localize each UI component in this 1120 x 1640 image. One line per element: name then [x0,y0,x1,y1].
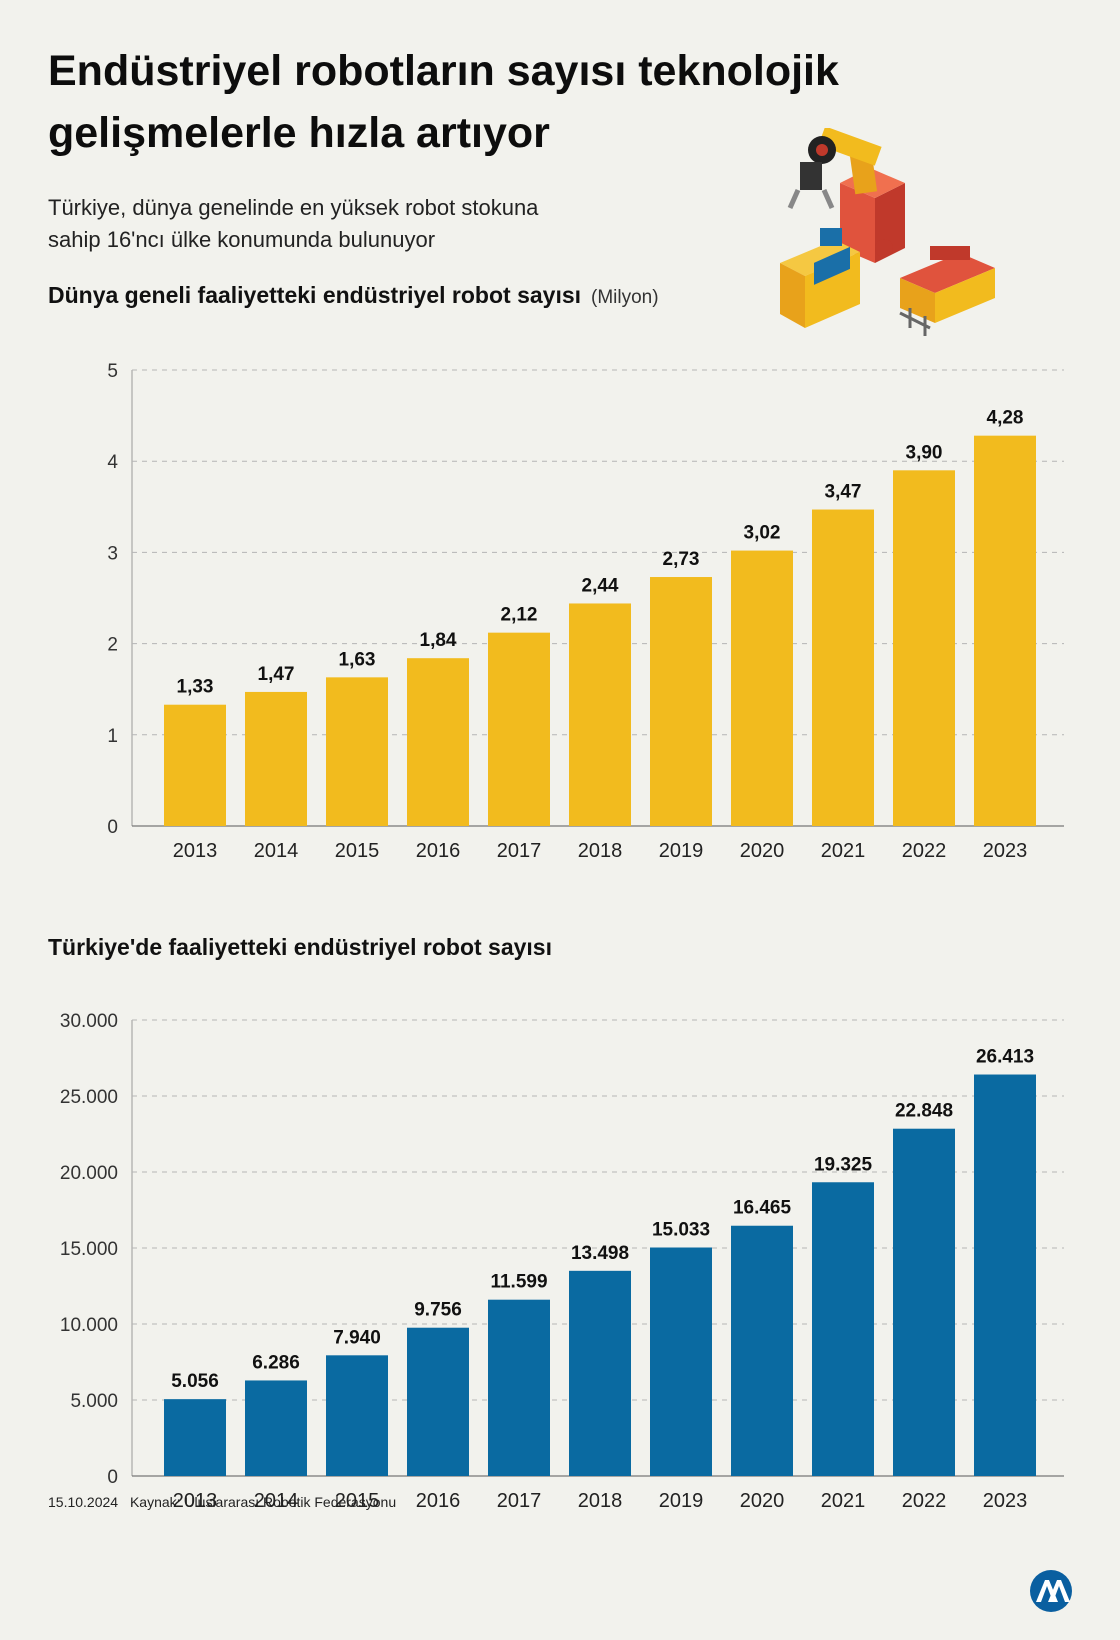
world-x-tick-label: 2019 [659,840,704,862]
world-value-label: 2,12 [501,605,538,626]
world-y-tick-label: 3 [107,543,118,564]
world-robot-bar-chart: 0 1 2 3 4 5 1,33 2013 1,47 2014 1,63 2015 1,84 2016 2,… [107,361,1064,862]
turkey-x-tick-label: 2014 [254,1490,299,1512]
turkey-x-tick-label: 2023 [983,1490,1028,1512]
world-value-label: 3,02 [744,523,781,544]
turkey-value-label: 9.756 [414,1300,462,1321]
world-y-tick-label: 2 [107,635,118,656]
subtitle-line-2: sahip 16'ncı ülke konumunda bulunuyor [48,227,436,252]
turkey-value-label: 19.325 [814,1154,873,1175]
turkey-x-tick-label: 2022 [902,1490,947,1512]
turkey-x-tick-label: 2021 [821,1490,866,1512]
world-bar [164,704,226,826]
turkey-y-tick-label: 15.000 [60,1239,118,1260]
page-subtitle: Türkiye, dünya genelinde en yüksek robot… [48,192,708,256]
turkey-y-tick-label: 5.000 [70,1391,118,1412]
turkey-chart-heading: Türkiye'de faaliyetteki endüstriyel robo… [48,934,552,961]
turkey-bar [326,1355,388,1476]
world-x-tick-label: 2014 [254,840,299,862]
turkey-bar [488,1299,550,1476]
world-x-tick-label: 2013 [173,840,218,862]
page-title: Endüstriyel robotların sayısı teknolojik… [48,40,948,164]
world-value-label: 3,90 [906,442,943,463]
world-value-label: 4,28 [987,408,1024,429]
world-chart-title: Dünya geneli faaliyetteki endüstriyel ro… [48,282,582,308]
title-line-1: Endüstriyel robotların sayısı teknolojik [48,47,839,95]
world-bar [326,677,388,826]
turkey-bar [569,1270,631,1476]
turkey-y-tick-label: 25.000 [60,1087,118,1108]
world-value-label: 1,33 [177,677,214,698]
turkey-y-tick-label: 0 [107,1467,118,1488]
world-y-tick-label: 1 [107,726,118,747]
world-bar [731,550,793,826]
world-bar [488,632,550,826]
turkey-value-label: 6.286 [252,1352,300,1373]
world-bar [407,658,469,826]
footer-source: Kaynak: Uluslararası Robotik Federasyonu [129,1494,397,1510]
turkey-x-tick-label: 2013 [173,1490,218,1512]
turkey-value-label: 5.056 [171,1371,219,1392]
turkey-value-label: 11.599 [490,1272,547,1293]
turkey-bar [812,1182,874,1476]
turkey-y-tick-label: 30.000 [60,1011,118,1032]
turkey-x-tick-label: 2018 [578,1490,623,1512]
world-y-tick-label: 4 [107,452,118,473]
world-x-tick-label: 2022 [902,840,947,862]
turkey-bar [893,1128,955,1476]
world-bar [245,691,307,826]
world-value-label: 1,63 [339,649,376,670]
turkey-robot-bar-chart: 0 5.000 10.000 15.000 20.000 25.000 30.000 5.05… [60,1011,1064,1512]
world-x-tick-label: 2017 [497,840,542,862]
turkey-bar [731,1225,793,1476]
aa-logo-icon [1030,1570,1072,1612]
world-bar [974,435,1036,826]
title-line-2: gelişmelerle hızla artıyor [48,109,550,157]
subtitle-line-1: Türkiye, dünya genelinde en yüksek robot… [48,195,539,220]
world-value-label: 2,73 [663,549,700,570]
world-bar [569,603,631,826]
world-x-tick-label: 2020 [740,840,785,862]
world-x-tick-label: 2018 [578,840,623,862]
turkey-x-tick-label: 2016 [416,1490,461,1512]
world-x-tick-label: 2016 [416,840,461,862]
turkey-y-tick-label: 10.000 [60,1315,118,1336]
world-value-label: 3,47 [825,482,862,503]
turkey-x-tick-label: 2017 [497,1490,542,1512]
turkey-x-tick-label: 2015 [335,1490,380,1512]
turkey-value-label: 15.033 [652,1219,710,1240]
turkey-bar [164,1399,226,1476]
world-x-tick-label: 2015 [335,840,380,862]
turkey-bar [974,1074,1036,1476]
industrial-robot-arm-icon [780,128,995,336]
turkey-chart-title: Türkiye'de faaliyetteki endüstriyel robo… [48,934,552,960]
world-value-label: 1,47 [258,664,295,685]
turkey-y-tick-label: 20.000 [60,1163,118,1184]
world-chart-heading: Dünya geneli faaliyetteki endüstriyel ro… [48,282,659,309]
world-chart-unit: (Milyon) [591,287,659,308]
turkey-bar [407,1327,469,1476]
world-x-tick-label: 2021 [821,840,866,862]
world-x-tick-label: 2023 [983,840,1028,862]
world-y-tick-label: 0 [107,817,118,838]
turkey-value-label: 7.940 [333,1327,381,1348]
turkey-x-tick-label: 2020 [740,1490,785,1512]
turkey-value-label: 13.498 [571,1243,629,1264]
turkey-bar [245,1380,307,1476]
footer: 15.10.2024 Kaynak: Uluslararası Robotik … [48,1494,396,1510]
world-y-tick-label: 5 [107,361,118,382]
turkey-value-label: 26.413 [976,1047,1034,1068]
footer-date: 15.10.2024 [48,1494,119,1510]
turkey-x-tick-label: 2019 [659,1490,704,1512]
turkey-value-label: 16.465 [733,1198,792,1219]
world-value-label: 1,84 [420,630,457,651]
turkey-value-label: 22.848 [895,1101,953,1122]
world-bar [812,509,874,826]
world-bar [650,577,712,826]
world-value-label: 2,44 [582,575,619,596]
world-bar [893,470,955,826]
turkey-bar [650,1247,712,1476]
